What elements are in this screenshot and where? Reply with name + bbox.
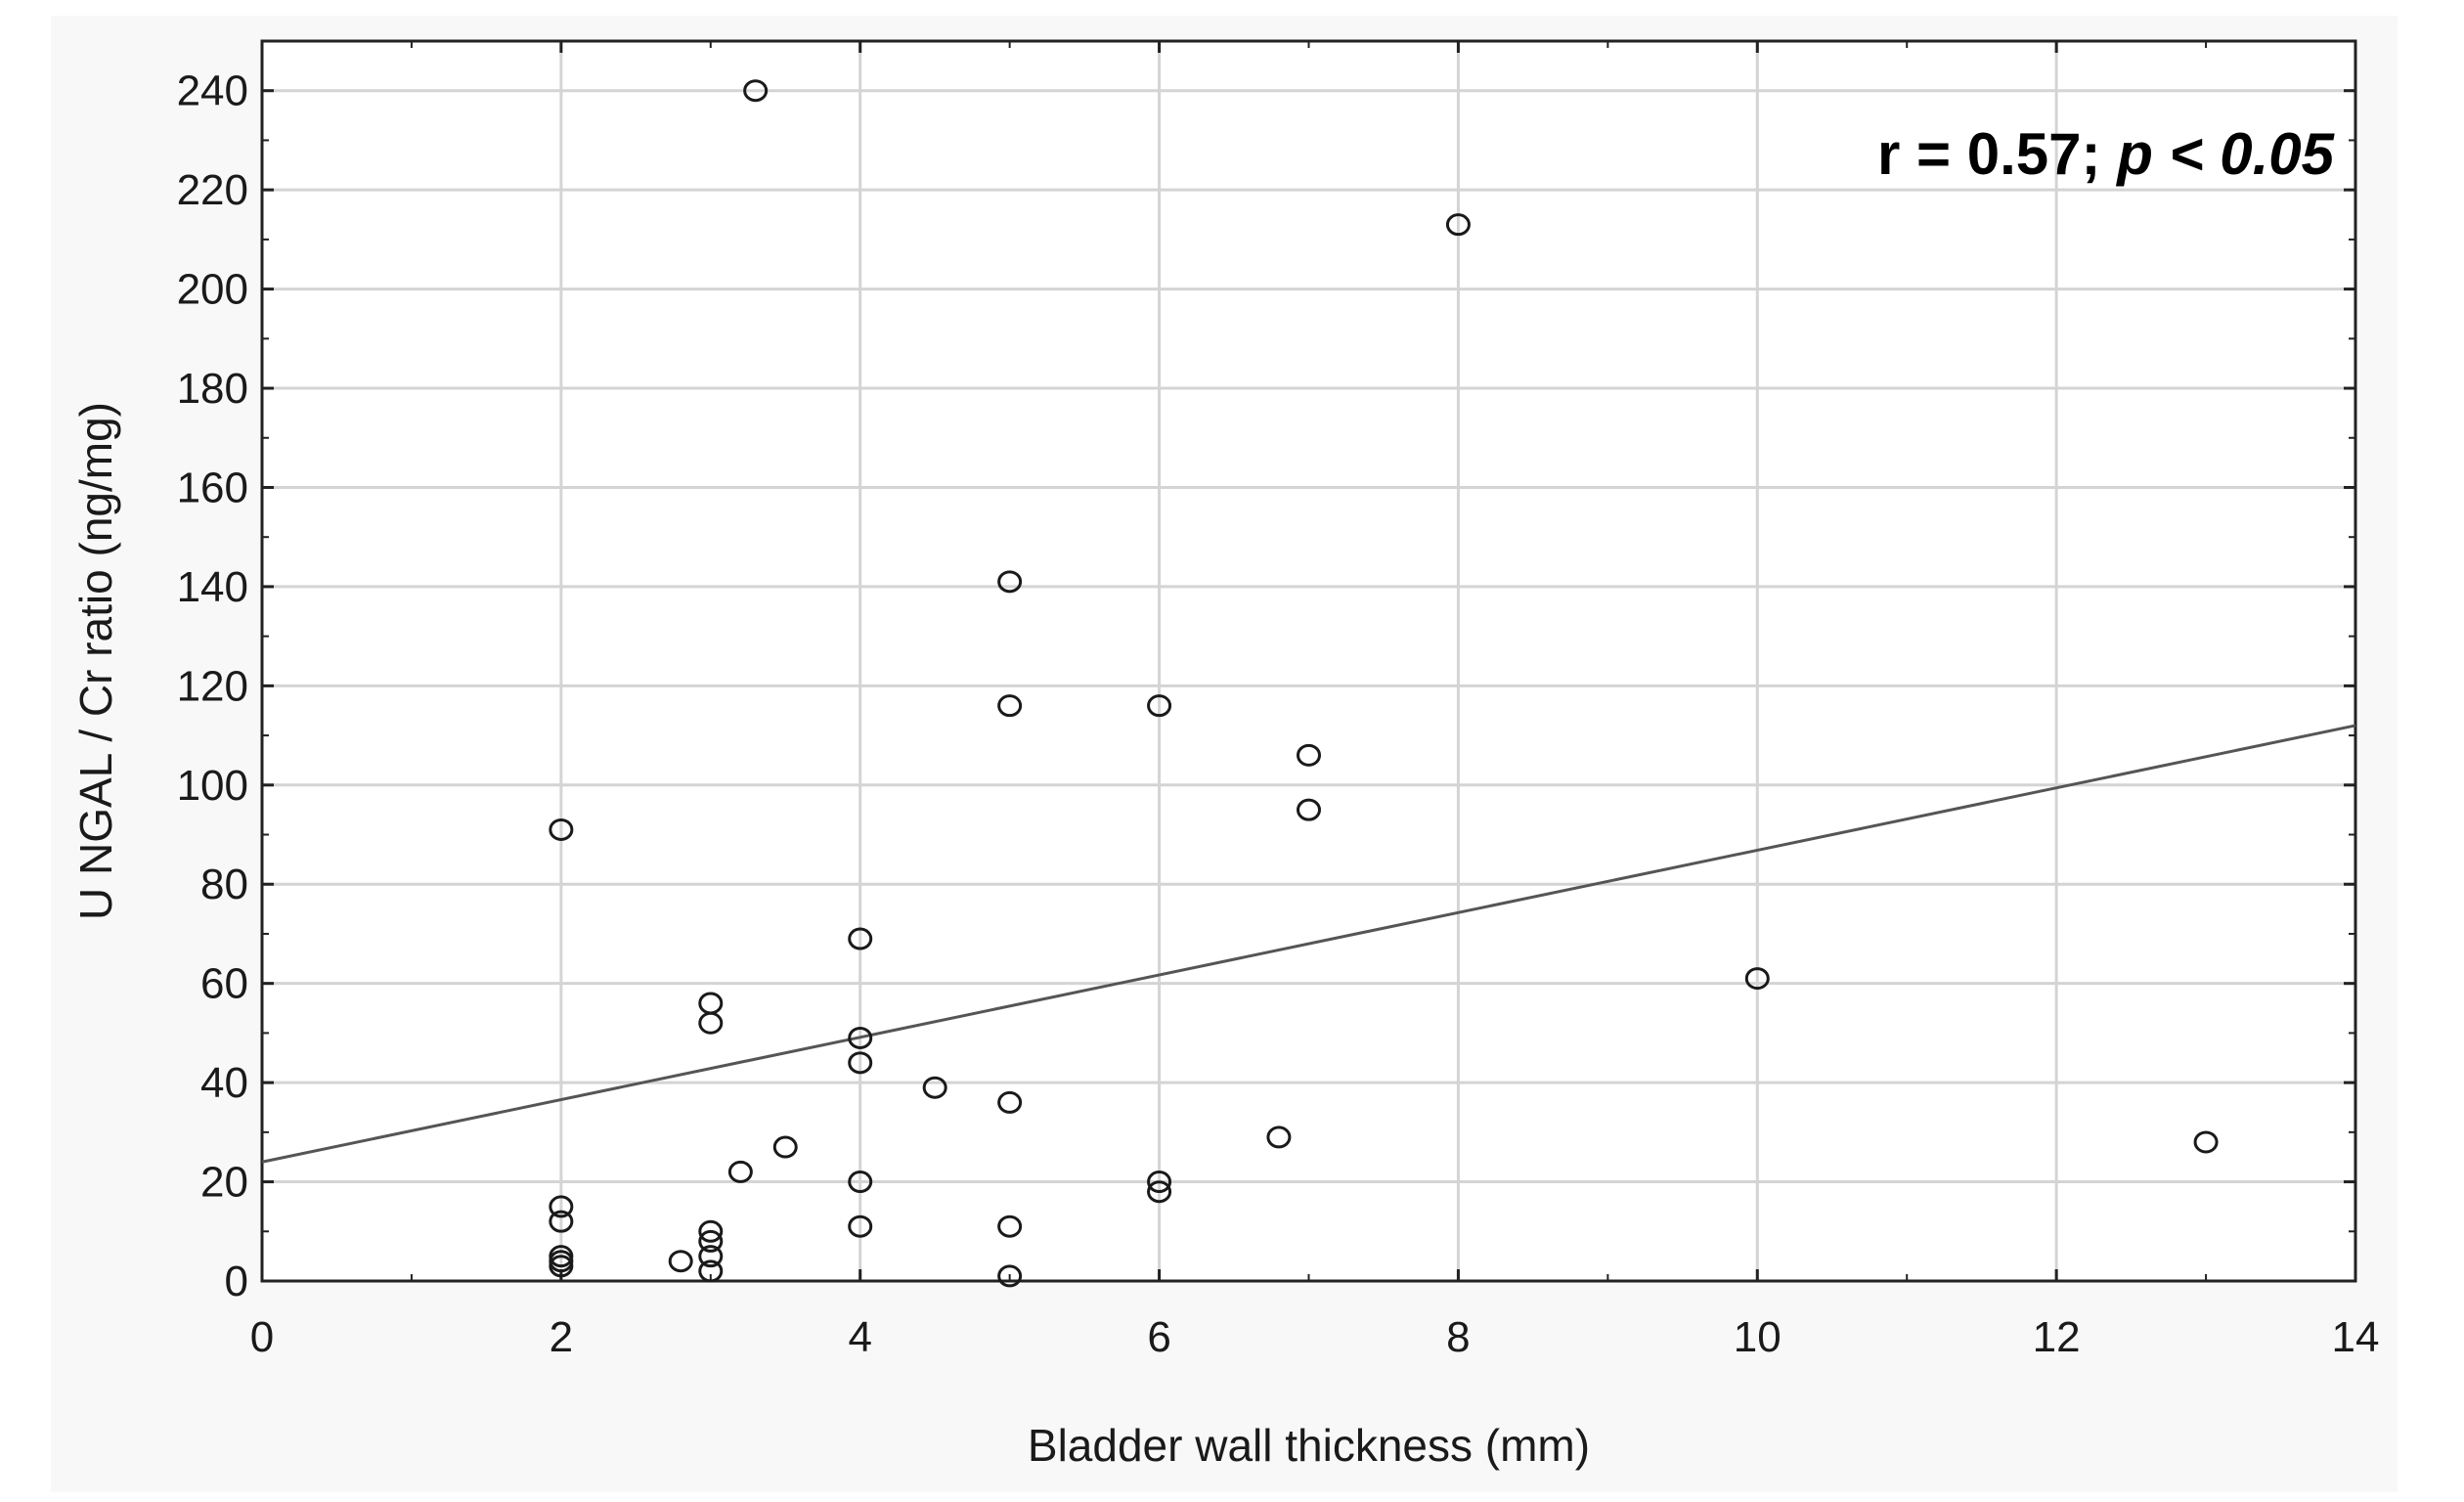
data-point (743, 79, 769, 103)
data-point (1266, 1126, 1292, 1149)
y-tick-label: 220 (177, 166, 248, 214)
y-tick-label: 80 (200, 861, 248, 908)
data-point (997, 570, 1023, 594)
data-point (1297, 743, 1321, 767)
scatter-chart: 0 20 40 60 80 100 120 140 160 180 200 220 240 0 2 4 6 8 1… (70, 39, 2380, 1471)
data-point (997, 694, 1023, 718)
x-tick-label: 8 (1446, 1313, 1470, 1361)
y-axis-label: U NGAL / Cr ratio (ng/mg) (70, 402, 121, 920)
grid-lines (262, 41, 2355, 1283)
data-point (1297, 798, 1321, 821)
data-point (698, 1245, 724, 1268)
data-point (997, 1090, 1023, 1114)
y-tick-labels: 0 20 40 60 80 100 120 140 160 180 200 220 240 (177, 67, 248, 1305)
data-point (848, 1171, 873, 1194)
x-tick-label: 6 (1147, 1313, 1170, 1361)
data-point (922, 1076, 947, 1099)
data-point (549, 1255, 574, 1278)
data-point (848, 1026, 873, 1049)
x-tick-label: 4 (848, 1313, 871, 1361)
data-point (2193, 1130, 2219, 1154)
data-point (698, 1011, 724, 1035)
y-tick-label: 40 (200, 1059, 248, 1107)
chart-frame: 0 20 40 60 80 100 120 140 160 180 200 220 240 0 2 4 6 8 1… (51, 16, 2398, 1492)
plot-background (262, 41, 2355, 1281)
correlation-annotation: r = 0.57; p < 0.05 (1877, 121, 2336, 187)
y-tick-label: 20 (200, 1159, 248, 1207)
y-tick-label: 120 (177, 662, 248, 710)
data-point (1744, 967, 1770, 991)
data-point (848, 1215, 873, 1238)
y-tick-label: 160 (177, 464, 248, 511)
data-point (727, 1160, 753, 1183)
data-point (1147, 1180, 1172, 1204)
data-point (698, 1219, 724, 1243)
data-point (997, 1215, 1023, 1238)
data-point (772, 1135, 798, 1159)
data-points (549, 79, 2219, 1288)
data-point (1445, 213, 1471, 237)
x-tick-label: 0 (250, 1313, 274, 1361)
regression-line (261, 724, 2356, 1164)
y-tick-label: 180 (177, 365, 248, 413)
annotation-p-value: p < 0.05 (2115, 121, 2335, 187)
data-point (549, 1210, 574, 1233)
x-tick-label: 2 (550, 1313, 573, 1361)
x-tick-label: 10 (1734, 1313, 1782, 1361)
data-point (698, 1259, 724, 1283)
y-tick-label: 60 (200, 960, 248, 1008)
x-tick-label: 12 (2033, 1313, 2081, 1361)
y-tick-label: 140 (177, 563, 248, 611)
data-point (1147, 694, 1172, 718)
axis-ticks (260, 41, 2357, 1283)
annotation-prefix: r = 0.57; (1877, 121, 2117, 187)
data-point (549, 1195, 574, 1218)
data-point (997, 1264, 1023, 1288)
y-tick-label: 0 (225, 1258, 248, 1305)
x-tick-labels: 0 2 4 6 8 10 12 14 (250, 1313, 2380, 1361)
y-tick-label: 240 (177, 67, 248, 115)
x-tick-label: 14 (2332, 1313, 2380, 1361)
y-tick-label: 200 (177, 266, 248, 314)
data-point (698, 1229, 724, 1253)
data-point (848, 927, 873, 950)
data-point (848, 1051, 873, 1075)
data-point (549, 817, 574, 841)
data-point (1147, 1171, 1172, 1194)
data-point (668, 1250, 693, 1273)
x-axis-label: Bladder wall thickness (mm) (1028, 1420, 1590, 1471)
y-tick-label: 100 (177, 762, 248, 810)
